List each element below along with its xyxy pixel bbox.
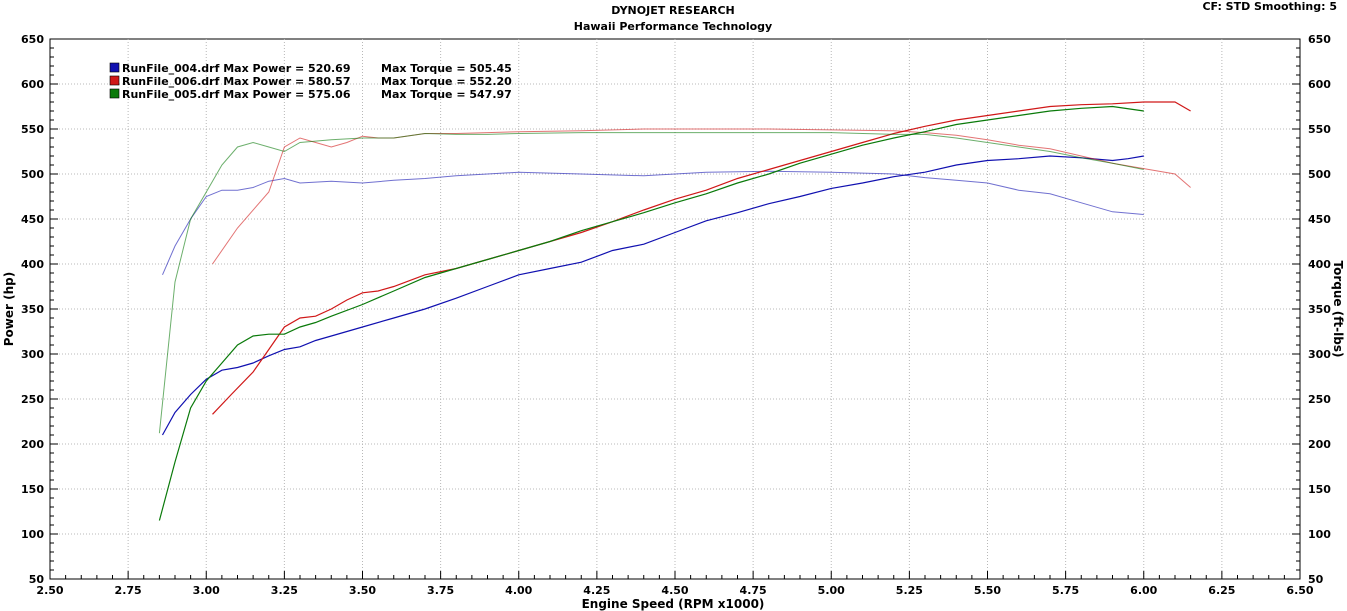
x-tick-label: 4.25 (583, 584, 610, 597)
series-lines (158, 101, 1191, 521)
y2-tick-label: 600 (1308, 78, 1331, 91)
x-tick-label: 4.50 (661, 584, 688, 597)
y-tick-label: 300 (21, 348, 44, 361)
legend-entry: RunFile_005.drf Max Power = 575.06 (122, 88, 351, 101)
legend-swatch (109, 75, 120, 86)
runfile-006-drf-torque-line (212, 128, 1191, 265)
y2-tick-label: 400 (1308, 258, 1331, 271)
chart-subtitle: Hawaii Performance Technology (574, 20, 772, 33)
y2-tick-label: 150 (1308, 483, 1331, 496)
x-tick-label: 5.75 (1052, 584, 1079, 597)
x-tick-label: 4.75 (740, 584, 767, 597)
y-tick-label: 200 (21, 438, 44, 451)
y2-axis-label: Torque (ft-lbs) (1331, 261, 1345, 358)
legend-swatch (109, 62, 120, 73)
y2-tick-label: 450 (1308, 213, 1331, 226)
x-tick-label: 2.50 (36, 584, 63, 597)
x-tick-label: 6.50 (1286, 584, 1313, 597)
correction-factor-info: CF: STD Smoothing: 5 (1202, 0, 1337, 13)
legend-swatch (109, 88, 120, 99)
legend-torque: Max Torque = 505.45 (381, 62, 512, 75)
legend: RunFile_004.drf Max Power = 520.69 Max To… (109, 62, 512, 101)
legend-torque: Max Torque = 547.97 (381, 88, 512, 101)
x-tick-label: 2.75 (115, 584, 142, 597)
y-tick-label: 250 (21, 393, 44, 406)
y2-tick-label: 650 (1308, 33, 1331, 46)
y-tick-label: 50 (29, 573, 45, 586)
x-tick-label: 6.25 (1208, 584, 1235, 597)
y2-tick-label: 550 (1308, 123, 1331, 136)
y2-tick-label: 100 (1308, 528, 1331, 541)
x-axis-label: Engine Speed (RPM x1000) (582, 597, 765, 611)
x-tick-label: 6.00 (1130, 584, 1157, 597)
y-tick-label: 350 (21, 303, 44, 316)
chart-title: DYNOJET RESEARCH (611, 4, 734, 17)
axis-ticks: 2.50 2.75 3.00 3.25 3.50 3.75 4.00 4.25 4.50 4.75… (21, 33, 1331, 597)
y-tick-label: 500 (21, 168, 44, 181)
legend-entry: RunFile_004.drf Max Power = 520.69 (122, 62, 351, 75)
y-tick-label: 550 (21, 123, 44, 136)
runfile-004-drf-torque-line (162, 170, 1144, 275)
y-axis-label: Power (hp) (2, 272, 16, 346)
runfile-005-drf-power-line (158, 105, 1144, 521)
y2-tick-label: 350 (1308, 303, 1331, 316)
x-tick-label: 3.00 (193, 584, 220, 597)
y2-tick-label: 500 (1308, 168, 1331, 181)
y2-tick-label: 300 (1308, 348, 1331, 361)
y2-tick-label: 200 (1308, 438, 1331, 451)
y-tick-label: 100 (21, 528, 44, 541)
y-tick-label: 650 (21, 33, 44, 46)
y-tick-label: 400 (21, 258, 44, 271)
y-tick-label: 150 (21, 483, 44, 496)
x-tick-label: 3.50 (349, 584, 376, 597)
x-tick-label: 5.50 (974, 584, 1001, 597)
x-tick-label: 5.00 (818, 584, 845, 597)
x-tick-label: 4.00 (505, 584, 532, 597)
y-tick-label: 450 (21, 213, 44, 226)
x-tick-label: 5.25 (896, 584, 923, 597)
runfile-006-drf-power-line (212, 101, 1191, 415)
legend-torque: Max Torque = 552.20 (381, 75, 512, 88)
x-tick-label: 3.75 (427, 584, 454, 597)
runfile-005-drf-torque-line (158, 132, 1144, 434)
y2-tick-label: 50 (1308, 573, 1324, 586)
y-tick-label: 600 (21, 78, 44, 91)
y2-tick-label: 250 (1308, 393, 1331, 406)
legend-entry: RunFile_006.drf Max Power = 580.57 (122, 75, 351, 88)
runfile-004-drf-power-line (161, 155, 1144, 436)
x-tick-label: 3.25 (271, 584, 298, 597)
